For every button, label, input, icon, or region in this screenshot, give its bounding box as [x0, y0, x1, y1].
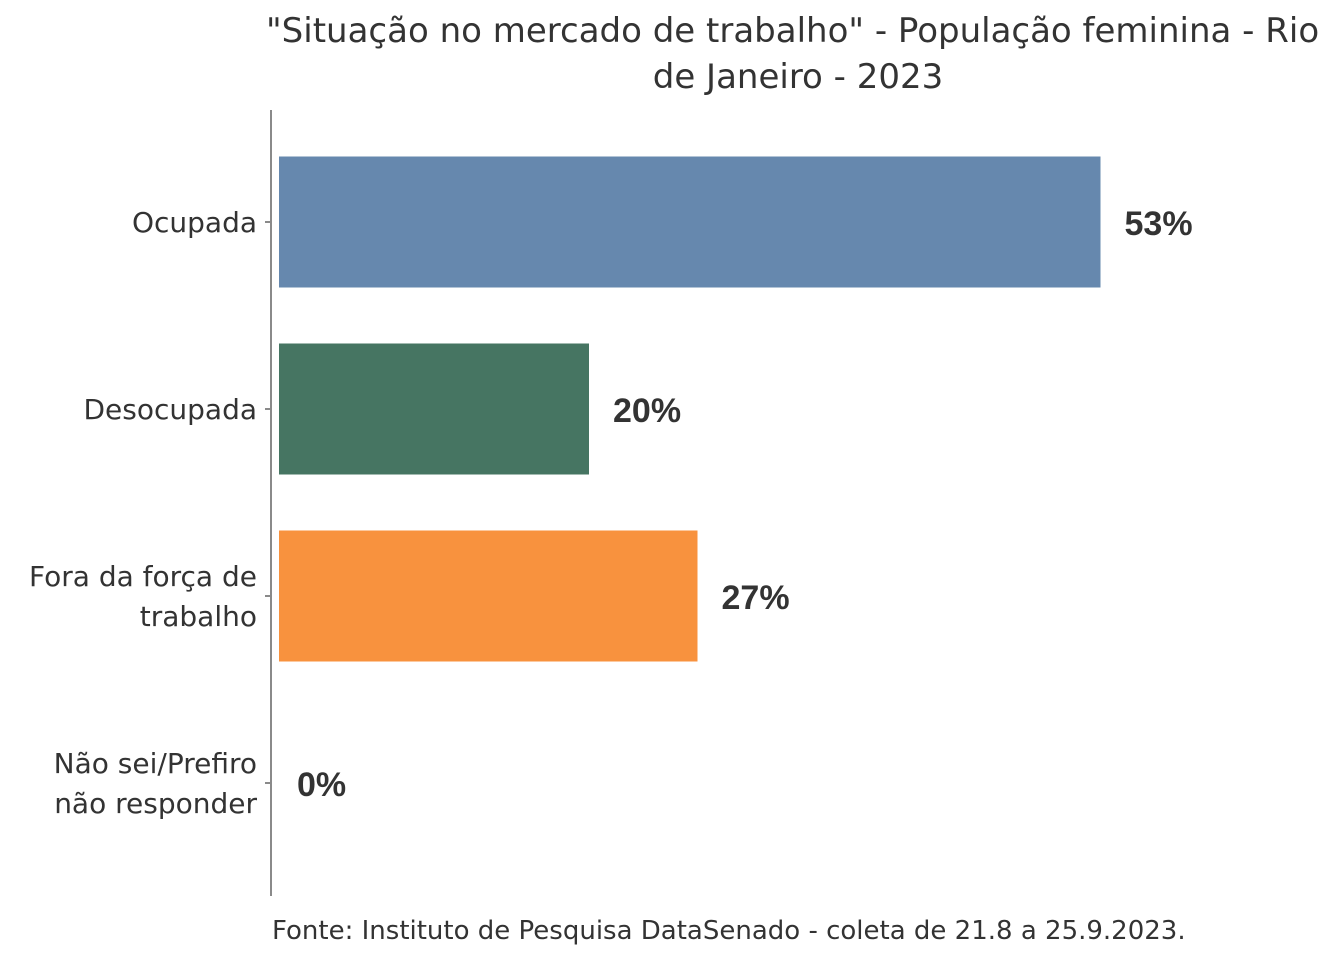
category-label-1-line-0: Desocupada	[83, 393, 257, 426]
chart-title-line-2: de Janeiro - 2023	[653, 57, 944, 97]
bar-1	[279, 343, 589, 475]
value-label-3: 0%	[297, 766, 346, 804]
category-label-1: Desocupada	[83, 393, 257, 426]
category-label-3: Não sei/Prefiro não responder	[54, 747, 258, 820]
source-note: Fonte: Instituto de Pesquisa DataSenado …	[272, 916, 1186, 946]
chart-title: "Situação no mercado de trabalho" - Popu…	[266, 11, 1330, 97]
category-label-0: Ocupada	[132, 206, 257, 239]
value-label-0: 53%	[1125, 205, 1193, 243]
chart-title-line-1: "Situação no mercado de trabalho" - Popu…	[266, 11, 1319, 51]
bar-0	[279, 156, 1101, 288]
value-label-1: 20%	[613, 392, 681, 430]
value-labels: 53% 20% 27% 0%	[297, 205, 1193, 804]
category-label-2-line-0: Fora da força de	[29, 560, 257, 593]
category-label-3-line-0: Não sei/Prefiro	[54, 747, 257, 780]
category-labels: Ocupada Desocupada Fora da força de trabalh…	[29, 206, 257, 820]
category-label-2-line-1: trabalho	[140, 600, 257, 633]
category-label-3-line-1: não responder	[54, 787, 257, 820]
bars-group	[279, 156, 1101, 662]
y-axis-ticks	[265, 221, 271, 784]
category-label-2: Fora da força de trabalho	[29, 560, 257, 633]
bar-2	[279, 530, 698, 662]
value-label-2: 27%	[722, 579, 790, 617]
category-label-0-line-0: Ocupada	[132, 206, 257, 239]
